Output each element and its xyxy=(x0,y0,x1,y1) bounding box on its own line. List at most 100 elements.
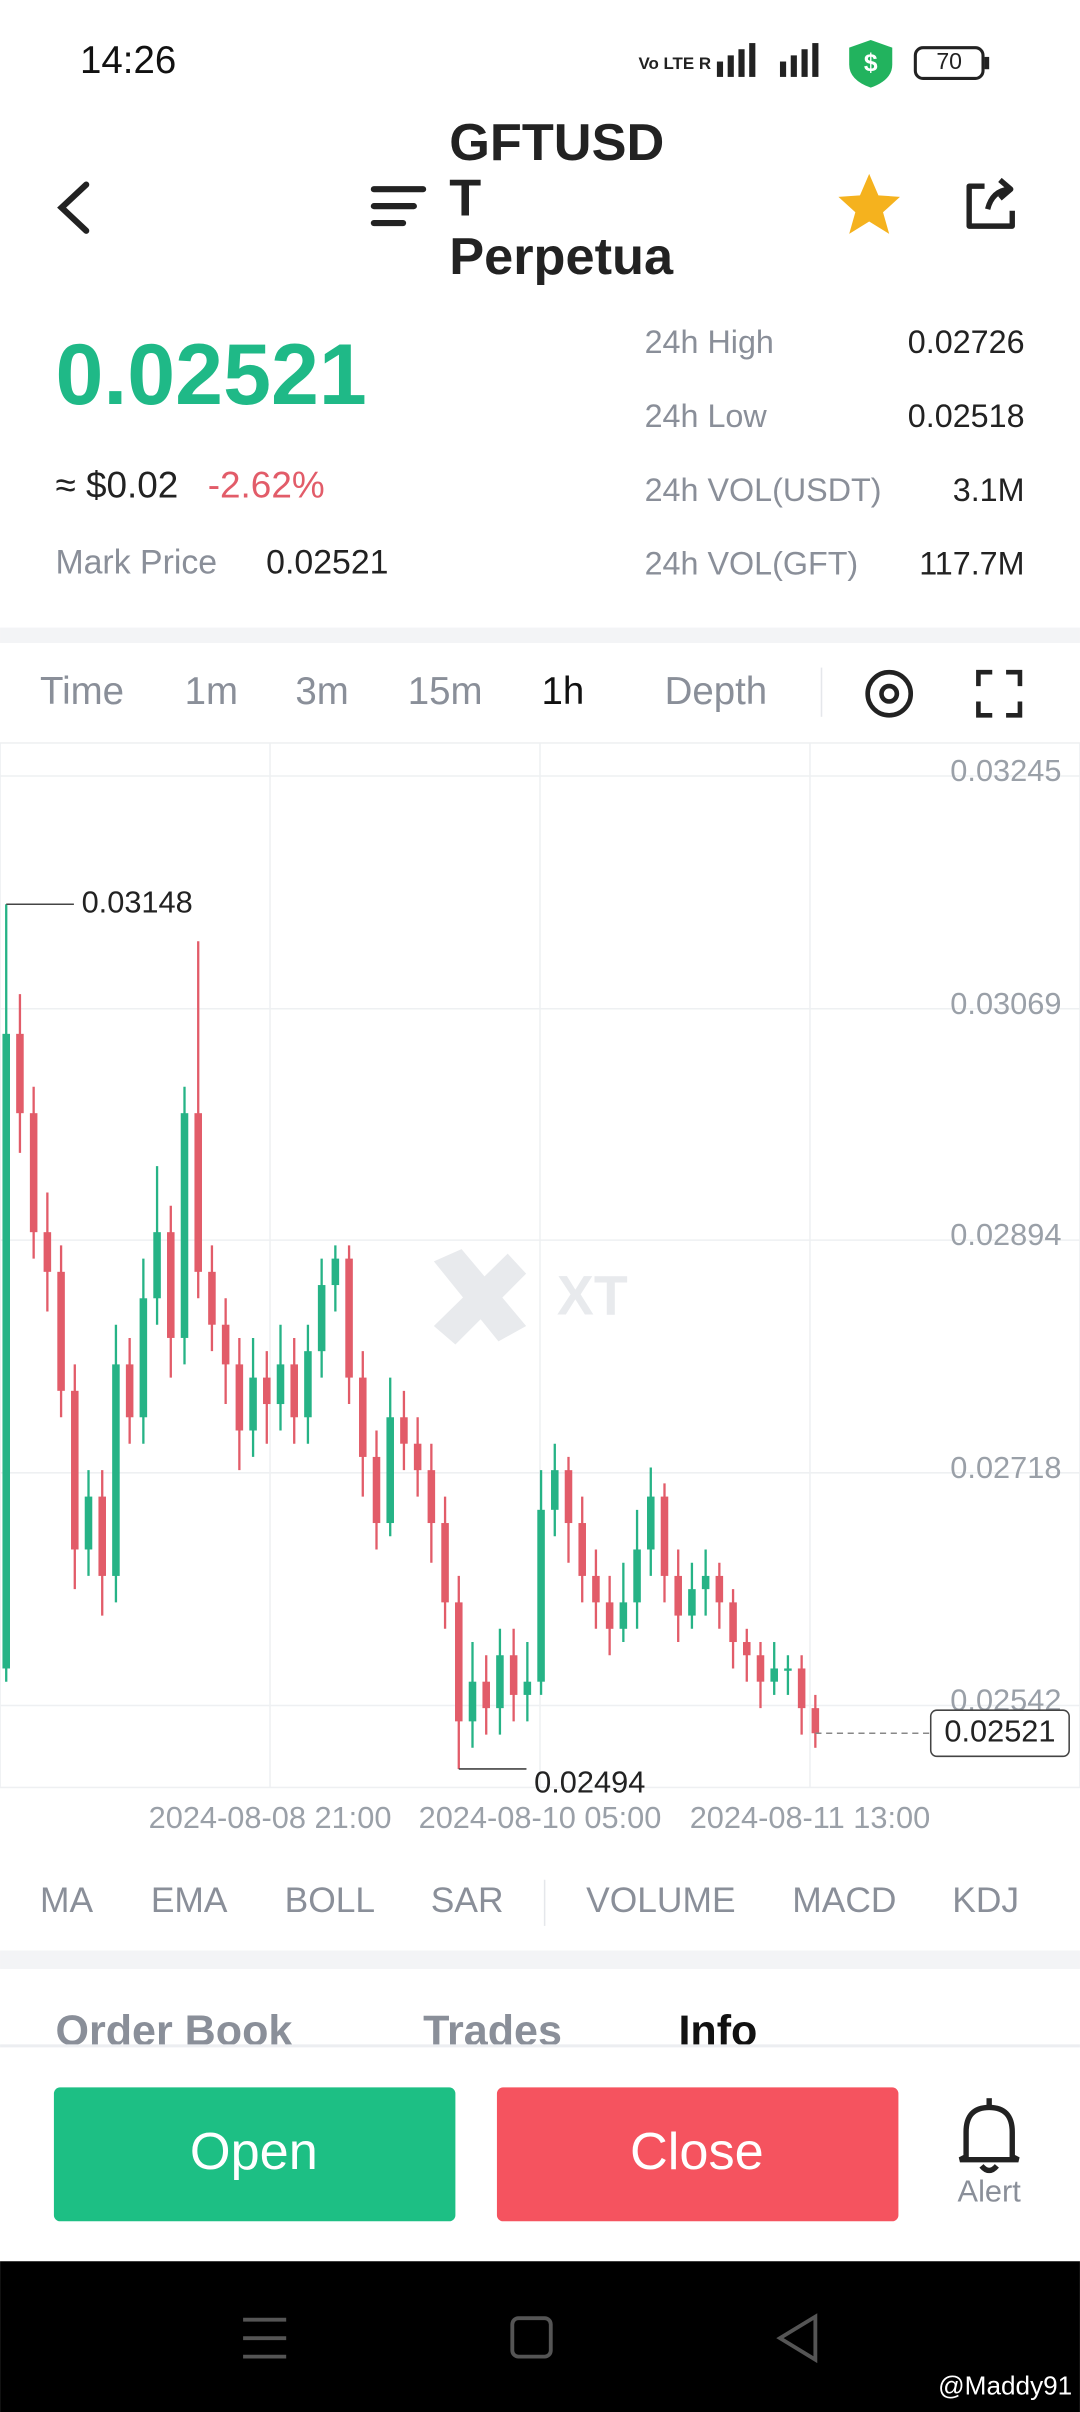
stat-label: 24h VOL(USDT) xyxy=(645,472,882,508)
interval-tab[interactable]: 15m xyxy=(408,670,483,713)
indicator-tab[interactable]: VOLUME xyxy=(586,1881,735,1920)
candle-body xyxy=(811,1708,820,1734)
candle-body xyxy=(386,1417,394,1524)
stat-label: 24h VOL(GFT) xyxy=(645,546,859,582)
watermark: XT xyxy=(557,1264,628,1326)
svg-text:Vo LTE R: Vo LTE R xyxy=(638,54,711,73)
indicator-tab[interactable]: EMA xyxy=(151,1881,228,1920)
candle-body xyxy=(427,1470,436,1524)
candle-body xyxy=(605,1602,614,1629)
candle-body xyxy=(729,1602,737,1643)
interval-tab[interactable]: 1h xyxy=(542,670,585,713)
interval-tab[interactable]: 1m xyxy=(185,670,238,713)
candle-body xyxy=(592,1575,600,1603)
candle-body xyxy=(619,1602,628,1629)
candle-body xyxy=(235,1364,244,1431)
nav-bar xyxy=(0,2261,1080,2412)
pair-title: T xyxy=(449,169,481,227)
candle-body xyxy=(304,1351,312,1418)
last-price-label: 0.02521 xyxy=(944,1713,1055,1748)
candle-body xyxy=(564,1470,573,1524)
candle-body xyxy=(537,1509,545,1682)
stat-value: 0.02518 xyxy=(908,398,1025,434)
candle-body xyxy=(441,1523,449,1603)
high-label: 0.03148 xyxy=(82,884,193,919)
indicator-tab[interactable]: KDJ xyxy=(952,1881,1019,1920)
candle-body xyxy=(482,1681,490,1709)
price-change: -2.62% xyxy=(208,464,325,505)
alert-icon[interactable] xyxy=(958,2098,1020,2174)
x-tick-label: 2024-08-10 05:00 xyxy=(419,1800,662,1835)
interval-tab[interactable]: 3m xyxy=(295,670,348,713)
candle-body xyxy=(345,1258,353,1378)
candle-body xyxy=(194,1113,202,1272)
battery-level: 70 xyxy=(936,48,962,74)
open-button[interactable] xyxy=(53,2087,456,2222)
last-price: 0.02521 xyxy=(55,327,366,423)
candle-body xyxy=(509,1655,518,1695)
close-button-label[interactable]: Close xyxy=(630,2123,764,2181)
stat-value: 117.7M xyxy=(919,546,1024,582)
candle-body xyxy=(647,1496,655,1550)
candle-body xyxy=(208,1271,216,1325)
candle-body xyxy=(84,1496,93,1550)
stat-label: 24h Low xyxy=(645,398,768,434)
candle-body xyxy=(688,1589,696,1616)
mark-price-label: Mark Price xyxy=(55,543,217,581)
pair-title: Perpetua xyxy=(449,228,674,286)
usd-price: ≈ $0.02 xyxy=(55,464,178,505)
alert-label[interactable]: Alert xyxy=(958,2174,1022,2209)
stat-value: 3.1M xyxy=(953,472,1025,508)
candle-body xyxy=(523,1681,532,1695)
back-button[interactable] xyxy=(57,181,90,234)
interval-tab[interactable]: Time xyxy=(40,670,124,713)
share-button[interactable] xyxy=(966,177,1015,229)
candle-body xyxy=(317,1285,326,1352)
indicator-tab[interactable]: MA xyxy=(40,1881,93,1920)
mark-price-value: 0.02521 xyxy=(266,543,388,581)
candle-body xyxy=(455,1602,463,1722)
status-icons: Vo LTE R $ xyxy=(638,39,990,88)
low-label: 0.02494 xyxy=(534,1764,645,1799)
settings-button[interactable] xyxy=(865,669,914,718)
candle-body xyxy=(701,1575,710,1590)
candle-body xyxy=(112,1364,120,1576)
open-button-label[interactable]: Open xyxy=(190,2123,318,2181)
candle-body xyxy=(413,1443,422,1471)
candle-body xyxy=(2,1033,10,1669)
candle-body xyxy=(29,1113,38,1233)
x-tick-label: 2024-08-08 21:00 xyxy=(149,1800,392,1835)
credit-watermark: @Maddy91 xyxy=(938,2370,1072,2400)
separator xyxy=(0,1950,1080,1969)
candle-body xyxy=(57,1271,65,1391)
svg-text:$: $ xyxy=(864,50,878,77)
y-tick-label: 0.02894 xyxy=(950,1217,1061,1252)
favorite-star[interactable] xyxy=(838,173,900,234)
indicator-tab[interactable]: MACD xyxy=(792,1881,896,1920)
candle-body xyxy=(468,1681,477,1722)
interval-tab[interactable]: Depth xyxy=(665,670,768,713)
indicator-tab[interactable]: SAR xyxy=(431,1881,504,1920)
candle-body xyxy=(359,1377,367,1457)
candle-body xyxy=(496,1655,504,1709)
candle-body xyxy=(276,1364,285,1405)
candle-body xyxy=(98,1496,106,1576)
candle-body xyxy=(139,1298,148,1418)
close-button[interactable] xyxy=(496,2087,899,2222)
y-tick-label: 0.02718 xyxy=(950,1450,1061,1485)
candle-body xyxy=(578,1523,586,1576)
stat-label: 24h High xyxy=(645,324,774,360)
indicator-tab[interactable]: BOLL xyxy=(285,1881,375,1920)
candle-body xyxy=(784,1668,792,1671)
candle-body xyxy=(43,1232,52,1272)
candle-body xyxy=(372,1456,381,1524)
separator xyxy=(0,627,1080,643)
candle-body xyxy=(633,1549,641,1603)
last-price-box xyxy=(929,1709,1070,1758)
y-tick-label: 0.03069 xyxy=(950,986,1061,1021)
menu-button[interactable] xyxy=(370,186,427,227)
fullscreen-button[interactable] xyxy=(976,669,1023,718)
candle-body xyxy=(125,1364,134,1418)
candle-body xyxy=(16,1033,24,1114)
nav-buttons[interactable] xyxy=(243,2313,818,2364)
